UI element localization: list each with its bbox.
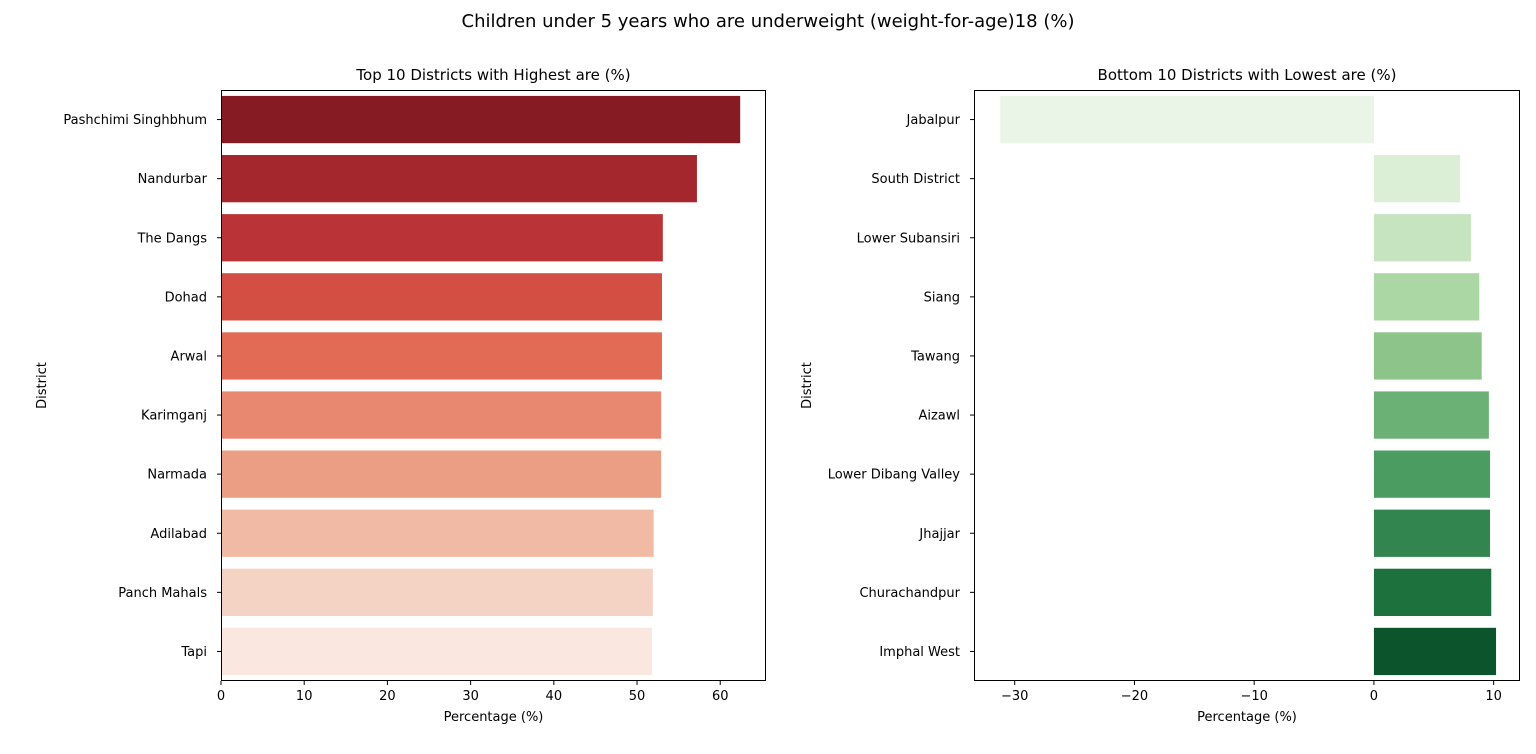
- bar: [1373, 509, 1491, 557]
- chart-2: Jabalpur South District Lower Subansiri Sia…: [800, 90, 1520, 725]
- x-tick-label: 40: [546, 689, 563, 704]
- bar: [221, 391, 662, 439]
- bar: [1373, 627, 1497, 676]
- x-tick-label: 10: [296, 689, 313, 704]
- plot-frame: [221, 90, 766, 681]
- plot-frame: [974, 90, 1520, 681]
- y-axis-label: District: [800, 362, 815, 409]
- bar: [1373, 214, 1471, 262]
- y-tick-label: Lower Subansiri: [857, 231, 960, 246]
- x-tick-label: 10: [1485, 689, 1502, 704]
- x-tick-label: 0: [1370, 689, 1378, 704]
- right-chart-title: Bottom 10 Districts with Lowest are (%): [1097, 66, 1397, 84]
- x-tick-label: 30: [462, 689, 479, 704]
- x-tick-label: −20: [1121, 689, 1148, 704]
- y-tick-label: Imphal West: [879, 645, 960, 660]
- bar: [1373, 332, 1482, 380]
- bar: [221, 214, 663, 262]
- y-tick-label: Panch Mahals: [118, 586, 207, 601]
- y-axis-label: District: [35, 362, 50, 409]
- y-tick-label: Jhajjar: [918, 527, 960, 542]
- figure-title: Children under 5 years who are underweig…: [461, 11, 1075, 32]
- bar: [1373, 273, 1480, 321]
- bar: [1000, 95, 1374, 144]
- bar: [221, 627, 653, 676]
- y-tick-label: Karimganj: [141, 409, 207, 424]
- y-tick-label: Adilabad: [150, 527, 207, 542]
- y-tick-label: Churachandpur: [859, 586, 960, 601]
- bar: [1373, 450, 1491, 498]
- y-tick-label: Aizawl: [918, 409, 960, 424]
- x-tick-label: 50: [629, 689, 646, 704]
- x-tick-label: −30: [1001, 689, 1028, 704]
- y-tick-label: Siang: [924, 290, 960, 305]
- y-tick-label: Jabalpur: [906, 113, 961, 128]
- x-tick-label: 20: [379, 689, 396, 704]
- chart-1: Pashchimi Singhbhum Nandurbar The Dangs Doh…: [35, 90, 766, 725]
- y-tick-label: Dohad: [165, 290, 207, 305]
- x-axis-label: Percentage (%): [444, 710, 544, 725]
- y-tick-label: Lower Dibang Valley: [828, 468, 961, 483]
- bar: [1373, 391, 1489, 439]
- bar: [221, 95, 741, 144]
- x-tick-label: −10: [1240, 689, 1267, 704]
- bar: [221, 273, 662, 321]
- bar: [221, 450, 662, 498]
- y-tick-label: Tapi: [180, 645, 207, 660]
- x-axis-label: Percentage (%): [1197, 710, 1297, 725]
- y-tick-label: Nandurbar: [138, 172, 208, 187]
- bar: [1373, 568, 1492, 616]
- x-tick-label: 60: [712, 689, 729, 704]
- y-tick-label: Arwal: [171, 349, 207, 364]
- x-tick-label: 0: [217, 689, 225, 704]
- bar: [221, 332, 662, 380]
- y-tick-label: Pashchimi Singhbhum: [63, 113, 207, 128]
- y-tick-label: South District: [871, 172, 960, 187]
- bar: [221, 568, 653, 616]
- bar: [221, 509, 654, 557]
- bar: [1373, 155, 1461, 203]
- y-tick-label: Narmada: [147, 468, 207, 483]
- left-chart-title: Top 10 Districts with Highest are (%): [356, 66, 631, 84]
- y-tick-label: The Dangs: [136, 231, 207, 246]
- bar: [221, 155, 697, 203]
- y-tick-label: Tawang: [910, 349, 960, 364]
